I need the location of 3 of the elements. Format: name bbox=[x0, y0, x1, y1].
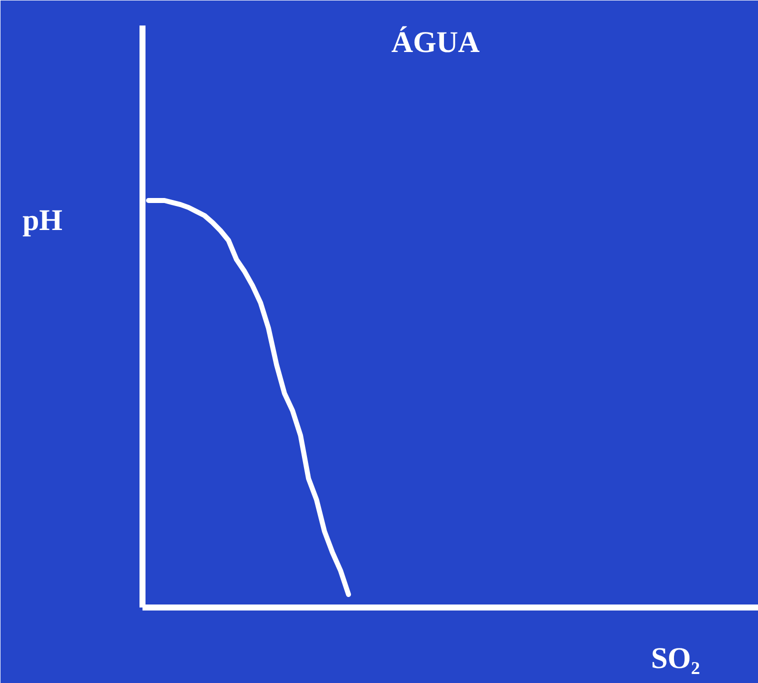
y-axis-title: pH bbox=[22, 204, 63, 237]
x-axis-title: SO₂ bbox=[650, 642, 700, 675]
chart-title: ÁGUA bbox=[391, 26, 480, 59]
